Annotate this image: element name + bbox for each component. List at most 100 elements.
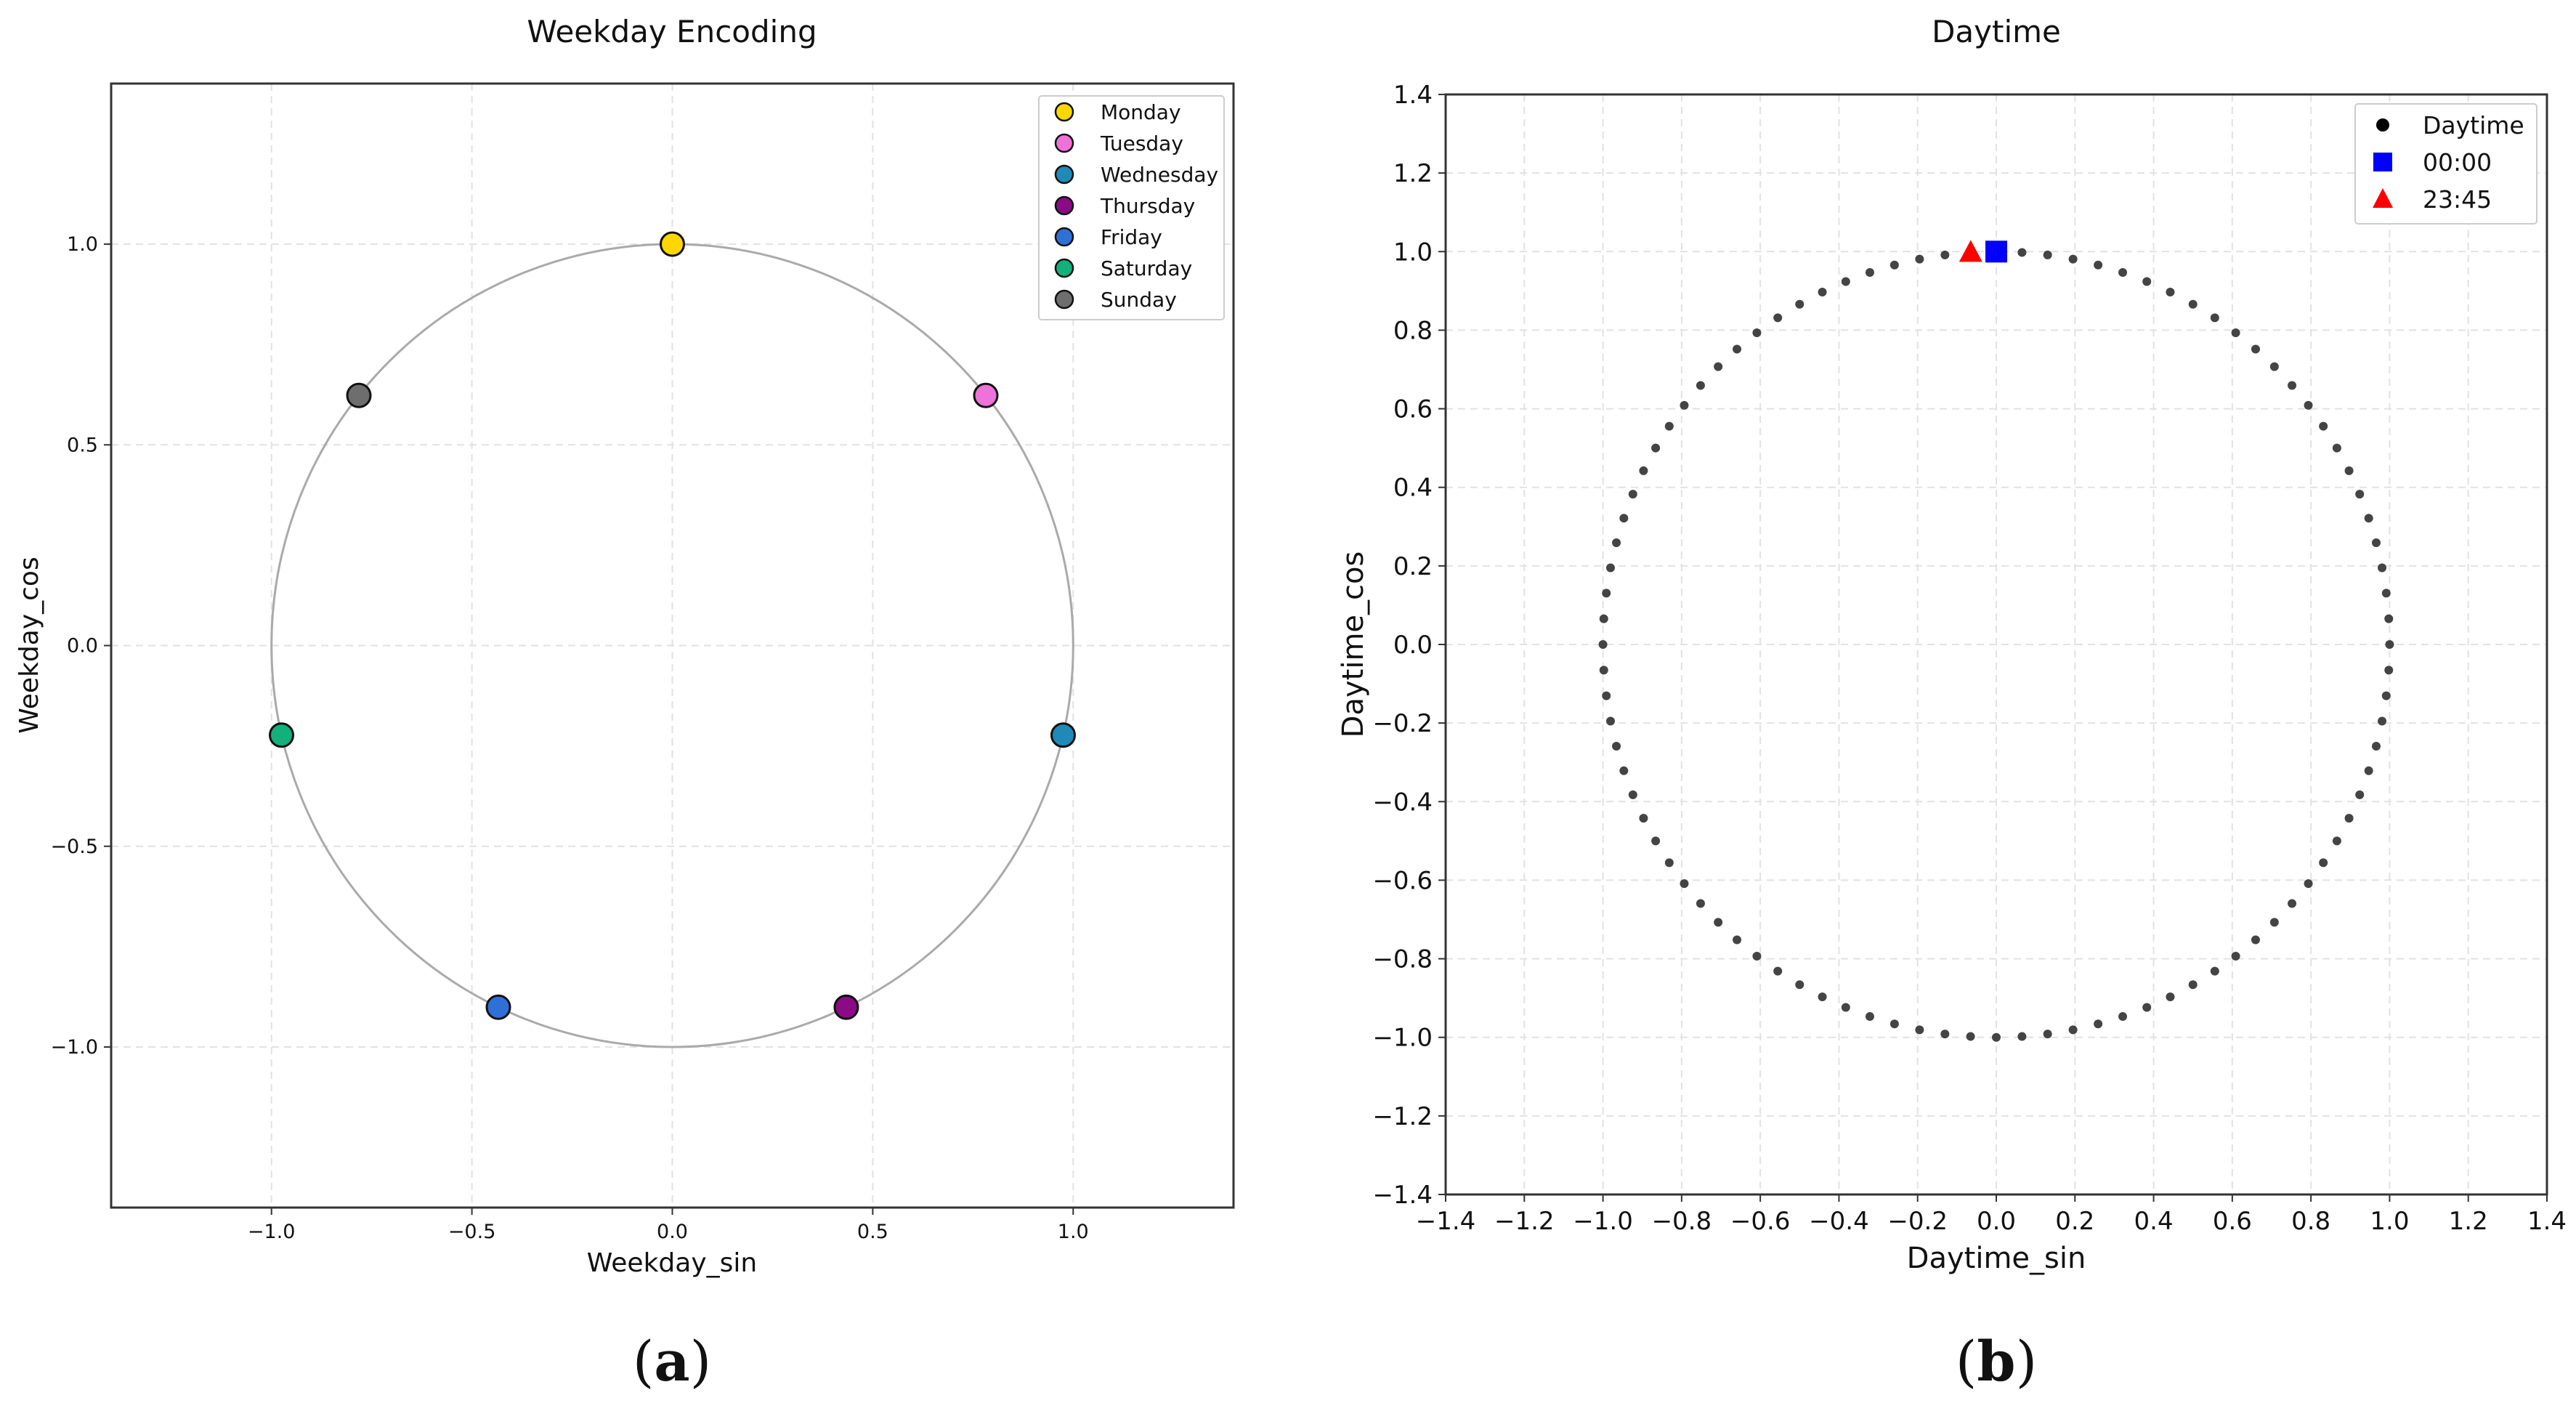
legend-frame <box>2354 103 2537 225</box>
point-wednesday <box>1050 722 1076 748</box>
daytime-point <box>1651 443 1661 453</box>
daytime-point <box>2355 490 2365 499</box>
daytime-point <box>2017 248 2027 257</box>
daytime-point <box>2142 1003 2152 1012</box>
daytime-point <box>1714 362 1723 371</box>
legend-label: Sunday <box>1101 288 1177 312</box>
daytime-point <box>2371 741 2381 751</box>
daytime-point <box>1664 858 1674 868</box>
daytime-point <box>2319 421 2328 431</box>
legend-frame <box>1038 95 1225 320</box>
x-axis-label: Daytime_sin <box>1907 1242 2086 1275</box>
point-sunday <box>346 382 372 408</box>
daytime-point <box>1664 421 1674 431</box>
daytime-point <box>2381 589 2391 598</box>
daytime-point <box>1752 328 1762 338</box>
daytime-point <box>2288 899 2297 908</box>
daytime-point <box>1841 277 1850 286</box>
daytime-point <box>1966 1032 1975 1041</box>
daytime-point <box>1940 250 1950 259</box>
daytime-point <box>1598 640 1608 649</box>
legend-label: 23:45 <box>2423 185 2492 214</box>
legend-label: Saturday <box>1101 256 1192 280</box>
legend-label: Tuesday <box>1100 132 1183 155</box>
daytime-point <box>2231 951 2240 961</box>
panel-label-b: (b) <box>1956 1329 2037 1394</box>
x-tick-label: 0.0 <box>657 1221 688 1243</box>
x-axis-label: Weekday_sin <box>587 1248 757 1278</box>
y-tick-label: −0.8 <box>1372 945 1433 974</box>
daytime-point <box>1865 1012 1874 1022</box>
point-00-00-square <box>1985 240 2007 263</box>
daytime-point <box>2364 514 2373 523</box>
x-tick-label: 0.4 <box>2134 1207 2174 1236</box>
legend: Monday Tuesday Wednesday Thursday Friday Satu… <box>1038 95 1225 320</box>
daytime-point <box>1714 918 1723 927</box>
daytime-point <box>2381 691 2391 700</box>
legend-label: Daytime <box>2423 111 2524 140</box>
daytime-point <box>1639 466 1648 475</box>
daytime-point <box>1841 1003 1850 1012</box>
daytime-point <box>2371 538 2381 548</box>
daytime-point <box>2118 1012 2128 1022</box>
daytime-point <box>1696 899 1705 908</box>
daytime-point <box>2288 381 2297 390</box>
legend-marker <box>1054 258 1074 278</box>
x-tick-label: 1.2 <box>2449 1207 2488 1236</box>
x-tick-label: −0.5 <box>448 1221 496 1243</box>
y-tick-label: −1.4 <box>1372 1181 1433 1210</box>
y-tick-label: 0.2 <box>1393 552 1433 581</box>
legend-marker <box>1054 289 1074 310</box>
y-tick-label: 0.0 <box>1393 631 1433 660</box>
legend-label: Thursday <box>1100 194 1195 218</box>
daytime-point <box>2269 918 2279 927</box>
y-tick-label: −0.4 <box>1372 788 1433 817</box>
y-tick-label: 0.8 <box>1393 316 1433 345</box>
daytime-point <box>1651 836 1661 846</box>
y-tick-label: 1.0 <box>67 233 98 256</box>
legend-marker <box>1054 133 1074 153</box>
y-tick-label: 0.4 <box>1393 474 1433 503</box>
weekday-encoding-chart: Weekday Encoding −1.0 −0.5 0.0 0.5 1.0 −1.0−… <box>15 14 1235 1394</box>
daytime-point <box>2332 443 2341 453</box>
daytime-point <box>1619 514 1629 523</box>
y-axis-ticks: −1.4 −1.2 −1.0 −0.8 −0.6 −0.4 −0.2 0.0 0.2 0.4 0.6… <box>1372 81 1446 1210</box>
daytime-point <box>2364 766 2373 775</box>
daytime-point <box>2210 313 2219 323</box>
legend-label: Wednesday <box>1101 163 1218 187</box>
daytime-point <box>1915 254 1924 264</box>
daytime-point <box>1733 935 1742 945</box>
x-tick-label: −1.0 <box>248 1221 296 1243</box>
panel-label-a: (a) <box>633 1329 712 1394</box>
legend: Daytime 00:00 23:45 <box>2354 103 2537 225</box>
daytime-point <box>2304 879 2313 889</box>
daytime-point <box>1628 790 1637 799</box>
x-tick-label: 0.2 <box>2055 1207 2094 1236</box>
point-23-45-triangle <box>1959 240 1982 262</box>
x-tick-label: 0.5 <box>857 1221 888 1243</box>
daytime-point <box>2142 277 2152 286</box>
daytime-point <box>1605 716 1615 726</box>
daytime-point <box>2043 250 2052 259</box>
x-tick-label: −1.4 <box>1416 1207 1476 1236</box>
chart-title: Weekday Encoding <box>527 14 817 49</box>
daytime-point <box>2166 288 2175 297</box>
y-axis-label: Daytime_cos <box>1337 551 1370 738</box>
daytime-point <box>1940 1030 1950 1039</box>
daytime-point <box>1602 589 1611 598</box>
daytime-point <box>1773 966 1783 976</box>
point-thursday <box>833 994 859 1020</box>
daytime-point <box>1612 741 1621 751</box>
daytime-point <box>2319 858 2328 868</box>
y-tick-label: −1.0 <box>50 1036 98 1059</box>
daytime-point <box>1795 299 1805 309</box>
daytime-point <box>2269 362 2279 371</box>
legend-marker-square <box>2373 153 2392 171</box>
daytime-point <box>1818 288 1827 297</box>
data-points <box>1598 240 2394 1042</box>
x-tick-label: −0.2 <box>1887 1207 1948 1236</box>
daytime-point <box>1696 381 1705 390</box>
daytime-point <box>2118 267 2128 277</box>
y-tick-label: 0.5 <box>67 434 98 456</box>
daytime-point <box>1773 313 1783 323</box>
